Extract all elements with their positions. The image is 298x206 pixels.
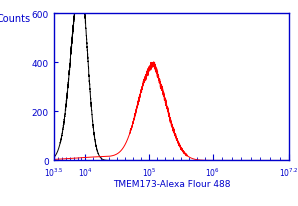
- X-axis label: TMEM173-Alexa Flour 488: TMEM173-Alexa Flour 488: [113, 179, 230, 188]
- Y-axis label: Counts: Counts: [0, 14, 30, 24]
